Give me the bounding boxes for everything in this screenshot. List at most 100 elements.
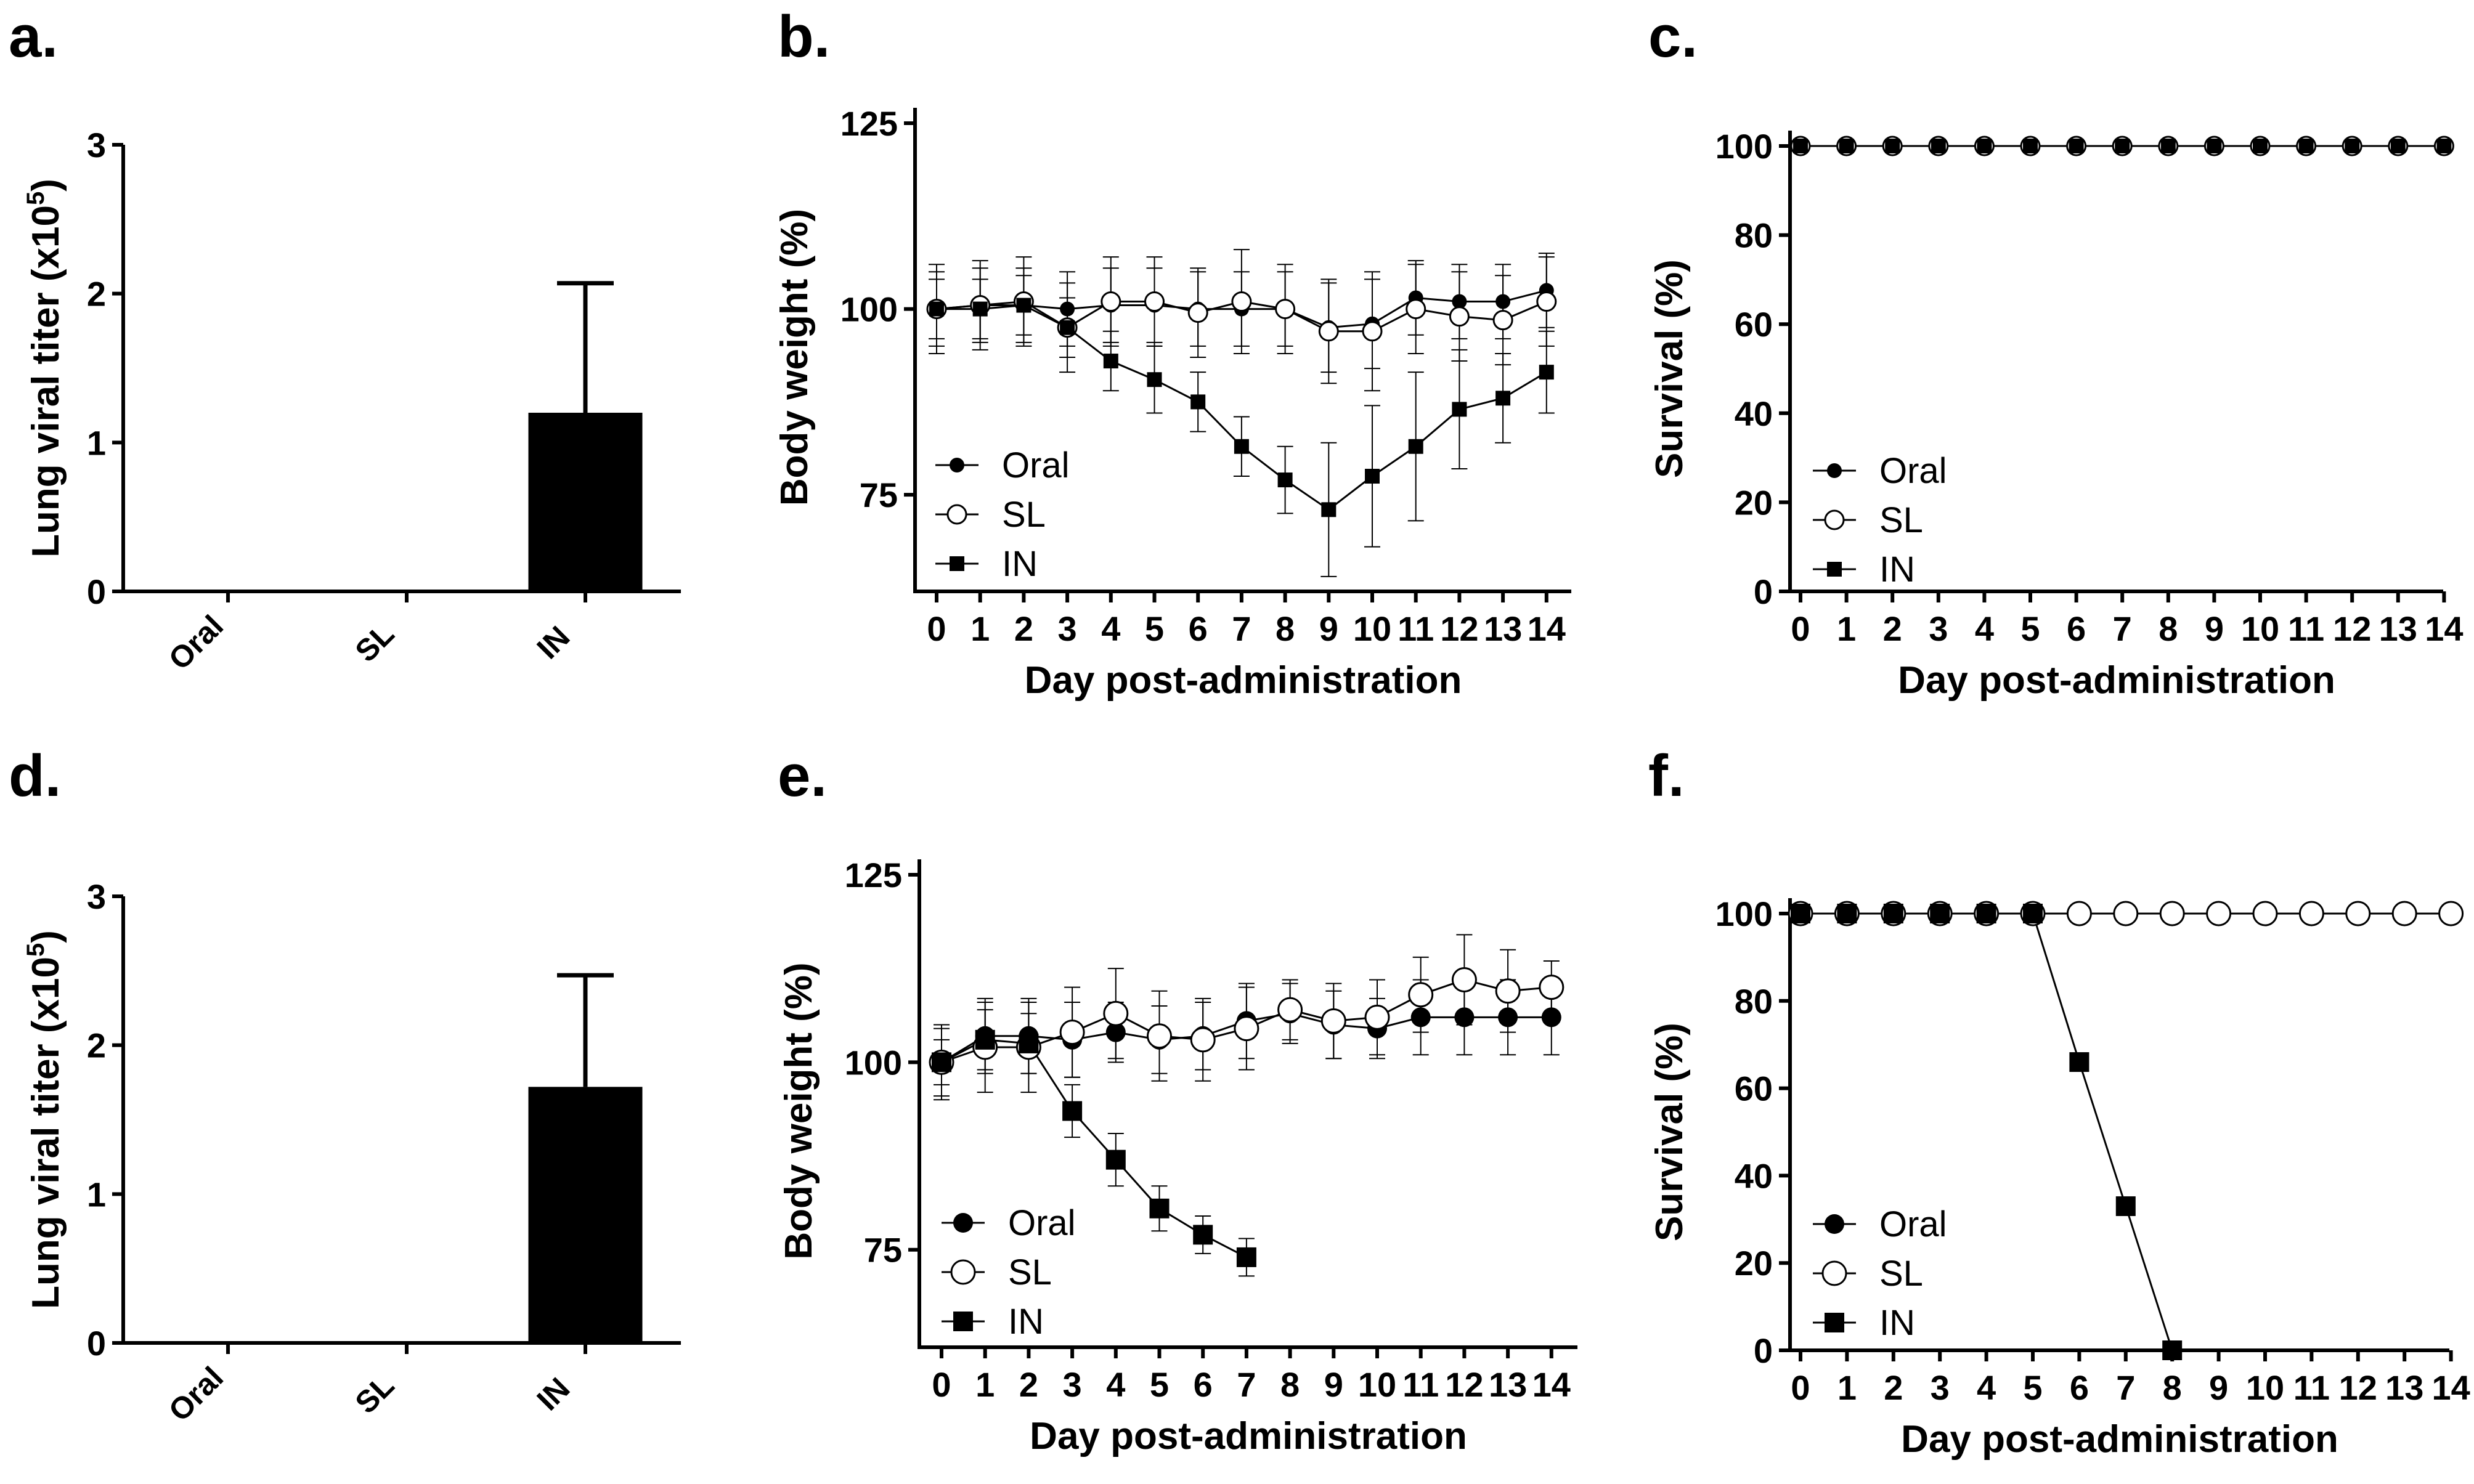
- data-point-oral: [1541, 1007, 1561, 1028]
- legend-label-in: IN: [1002, 544, 1038, 584]
- x-tick-label: 9: [1324, 1365, 1343, 1404]
- data-point-in: [2069, 1052, 2089, 1072]
- x-tick-label: 4: [1106, 1365, 1125, 1404]
- data-point-in: [2115, 139, 2130, 153]
- data-point-in: [1365, 469, 1380, 484]
- data-point-sl: [1275, 299, 1296, 320]
- x-tick-label: 3: [1931, 1368, 1950, 1407]
- x-tick-label: 12: [1445, 1365, 1483, 1404]
- x-tick-label: 11: [1402, 1365, 1439, 1404]
- y-axis-title-superscript: 5: [22, 192, 49, 205]
- y-tick-label: 1: [87, 423, 106, 462]
- y-tick-label: 100: [845, 1043, 902, 1082]
- y-tick-label: 80: [1735, 216, 1773, 255]
- legend-marker-sl: [950, 1259, 976, 1285]
- x-tick-label: 4: [1977, 1368, 1996, 1407]
- x-tick-label: 12: [1440, 609, 1478, 648]
- data-point-in: [1147, 372, 1162, 387]
- x-tick-label: 10: [2246, 1368, 2284, 1407]
- y-tick-label: 60: [1735, 1069, 1773, 1108]
- y-axis-title-main: Lung viral titer (x10: [25, 957, 67, 1309]
- x-tick-label: 1: [975, 1365, 995, 1404]
- x-axis-title: Day post-administration: [1901, 1418, 2338, 1461]
- panel-label-e: e.: [778, 743, 827, 809]
- data-point-sl: [1406, 299, 1426, 320]
- y-tick-label: 0: [1754, 1331, 1773, 1370]
- y-axis-title-end: ): [25, 179, 67, 192]
- data-point-oral: [1410, 1007, 1431, 1028]
- data-point-sl: [2113, 901, 2139, 926]
- data-point-in: [1837, 904, 1857, 923]
- x-tick-label: 14: [2425, 609, 2463, 648]
- data-point-oral: [1060, 301, 1075, 317]
- data-point-in: [1321, 502, 1337, 517]
- bar: [528, 1087, 643, 1343]
- data-point-sl: [1362, 321, 1383, 342]
- y-tick-label: 40: [1735, 1156, 1773, 1195]
- data-point-in: [1885, 139, 1900, 153]
- x-tick-label: 11: [2288, 609, 2324, 648]
- data-point-sl: [2206, 901, 2232, 926]
- x-tick-label: 14: [2431, 1368, 2470, 1407]
- data-point-in: [1234, 439, 1249, 454]
- y-axis-title: Lung viral titer (x105): [22, 179, 67, 558]
- legend-label-oral: Oral: [1002, 445, 1070, 485]
- legend-label-in: IN: [1879, 1303, 1915, 1343]
- x-tick-label: 6: [2070, 1368, 2089, 1407]
- x-tick-label: 9: [2205, 609, 2224, 648]
- data-point-sl: [1103, 1000, 1129, 1026]
- x-tick-label: 5: [1145, 609, 1164, 648]
- x-tick-label: 1: [1837, 1368, 1857, 1407]
- legend-marker-in: [1827, 562, 1842, 577]
- data-point-in: [932, 1052, 951, 1072]
- x-tick-label: 3: [1929, 609, 1948, 648]
- data-point-sl: [1144, 291, 1165, 312]
- y-tick-label: 60: [1735, 305, 1773, 344]
- y-tick-label: 75: [860, 476, 898, 514]
- data-point-in: [1190, 394, 1206, 410]
- x-tick-label: 0: [927, 609, 946, 648]
- data-point-sl: [1536, 291, 1557, 312]
- data-point-in: [1883, 904, 1903, 923]
- x-tick-label: 10: [1358, 1365, 1396, 1404]
- data-point-in: [1236, 1247, 1256, 1267]
- data-point-in: [1977, 139, 1992, 153]
- x-tick-label: 14: [1528, 609, 1566, 648]
- y-tick-label: 100: [1715, 127, 1773, 166]
- data-point-in: [2207, 139, 2222, 153]
- data-point-in: [1016, 298, 1032, 313]
- data-point-sl: [2391, 901, 2417, 926]
- data-point-sl: [1492, 310, 1513, 331]
- data-point-in: [1495, 391, 1511, 406]
- y-tick-label: 100: [840, 290, 898, 329]
- data-point-oral: [1495, 294, 1511, 309]
- legend-label-oral: Oral: [1879, 1204, 1947, 1244]
- x-tick-label: 13: [1489, 1365, 1527, 1404]
- y-axis-title-main: Lung viral titer (x10: [25, 205, 67, 558]
- y-tick-label: 20: [1735, 1244, 1773, 1283]
- x-tick-label: 4: [1975, 609, 1994, 648]
- data-point-in: [1793, 139, 1808, 153]
- data-point-sl: [1277, 997, 1303, 1023]
- x-tick-label: 1: [970, 609, 990, 648]
- data-point-sl: [2438, 901, 2464, 926]
- y-axis-title-superscript: 5: [22, 943, 49, 957]
- data-point-in: [1408, 439, 1423, 454]
- data-point-in: [1931, 139, 1946, 153]
- data-point-sl: [2345, 901, 2371, 926]
- data-point-in: [1105, 1149, 1126, 1170]
- x-tick-label: 6: [2067, 609, 2086, 648]
- data-point-sl: [1408, 982, 1434, 1008]
- y-tick-label: 75: [864, 1231, 902, 1270]
- y-axis-title: Lung viral titer (x105): [22, 930, 67, 1309]
- data-point-in: [1277, 472, 1293, 488]
- data-point-sl: [1364, 1004, 1390, 1030]
- data-point-in: [1149, 1198, 1170, 1218]
- data-point-in: [1930, 904, 1950, 923]
- y-tick-label: 1: [87, 1175, 106, 1214]
- data-point-in: [1839, 139, 1854, 153]
- x-tick-label: 0: [932, 1365, 951, 1404]
